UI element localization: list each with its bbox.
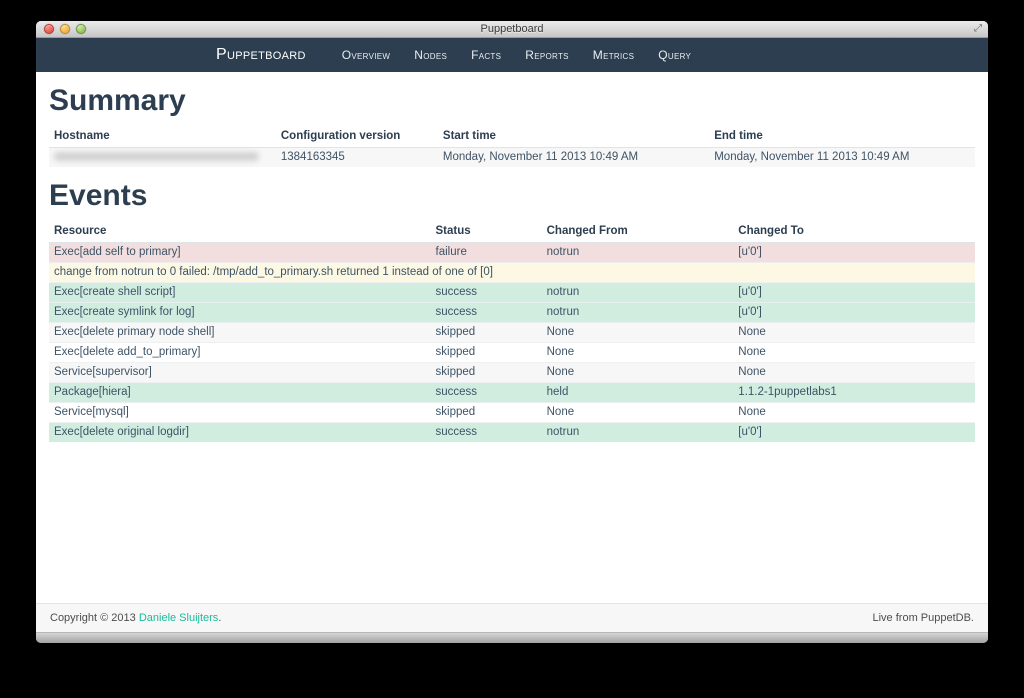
table-row: Exec[create symlink for log] success notru… [49,302,975,323]
column-header: Status [430,221,542,243]
event-changed-from: None [541,322,734,343]
event-status: success [430,302,542,323]
table-row: Service[supervisor] skipped None None [49,362,975,383]
summary-heading: Summary [49,84,186,117]
event-status: success [430,382,542,403]
event-changed-to: 1.1.2-1puppetlabs1 [733,382,975,403]
summary-header-row: Hostname Configuration version Start time E… [49,126,975,148]
event-changed-from: notrun [541,422,734,442]
event-status: skipped [430,322,542,343]
nav-items: Overview Nodes Facts Reports Metrics Query [330,48,703,62]
table-row: Exec[create shell script] success notrun [u… [49,282,975,303]
table-row: Exec[add self to primary] failure notrun [u… [49,242,975,263]
copyright-text: Copyright © 2013 Daniele Sluijters. [50,612,222,624]
event-resource: Exec[delete primary node shell] [49,322,431,343]
zoom-button[interactable] [76,24,86,34]
configuration-version-cell: 1384163345 [275,147,438,167]
event-changed-from: None [541,402,734,423]
summary-table: Hostname Configuration version Start time E… [49,126,975,167]
event-status: skipped [430,362,542,383]
nav-item-facts[interactable]: Facts [471,48,502,62]
traffic-lights [44,24,86,34]
page-footer: Copyright © 2013 Daniele Sluijters. Live… [36,603,988,632]
table-row: change from notrun to 0 failed: /tmp/add… [49,262,975,283]
browser-window: Puppetboard ⤢ Puppetboard Overview Nodes F… [36,21,988,643]
event-changed-from: None [541,342,734,363]
event-status: skipped [430,402,542,423]
close-button[interactable] [44,24,54,34]
live-from-puppetdb-text: Live from PuppetDB. [872,612,975,624]
fullscreen-icon[interactable]: ⤢ [974,23,982,34]
event-message: change from notrun to 0 failed: /tmp/add… [49,262,975,283]
event-status: success [430,422,542,442]
event-changed-from: notrun [541,242,734,263]
column-header: Start time [437,126,710,148]
event-status: success [430,282,542,303]
table-row: Exec[delete add_to_primary] skipped None No… [49,342,975,363]
event-changed-to: None [733,402,975,423]
main-content: Summary Hostname Configuration version Sta… [36,72,988,603]
event-status: skipped [430,342,542,363]
column-header: Hostname [49,126,276,148]
nav-item-query[interactable]: Query [658,48,692,62]
table-row: Package[hiera] success held 1.1.2-1puppetla… [49,382,975,403]
event-resource: Exec[add self to primary] [49,242,431,263]
event-resource: Exec[delete add_to_primary] [49,342,431,363]
events-table: Resource Status Changed From Changed To Exe… [49,221,975,442]
event-changed-to: [u'0'] [733,302,975,323]
event-resource: Package[hiera] [49,382,431,403]
minimize-button[interactable] [60,24,70,34]
column-header: Resource [49,221,431,243]
navbar-brand[interactable]: Puppetboard [216,46,306,63]
event-changed-to: None [733,362,975,383]
author-link[interactable]: Daniele Sluijters [138,612,219,624]
hostname-cell [49,147,276,167]
event-changed-from: notrun [541,282,734,303]
event-changed-from: None [541,362,734,383]
column-header: Changed From [541,221,734,243]
event-changed-to: None [733,322,975,343]
table-row: Service[mysql] skipped None None [49,402,975,423]
event-changed-to: [u'0'] [733,282,975,303]
window-title: Puppetboard [480,23,544,35]
nav-item-metrics[interactable]: Metrics [592,48,635,62]
table-row: Exec[delete original logdir] success notru… [49,422,975,442]
event-resource: Service[mysql] [49,402,431,423]
event-status: failure [430,242,542,263]
event-resource: Exec[create symlink for log] [49,302,431,323]
event-resource: Exec[create shell script] [49,282,431,303]
summary-row: 1384163345 Monday, November 11 2013 10:4… [49,147,975,167]
event-changed-from: notrun [541,302,734,323]
column-header: Configuration version [275,126,438,148]
table-row: Exec[delete primary node shell] skipped No… [49,322,975,343]
events-header-row: Resource Status Changed From Changed To [49,221,975,243]
window-titlebar[interactable]: Puppetboard ⤢ [36,21,988,38]
nav-item-nodes[interactable]: Nodes [414,48,448,62]
event-resource: Exec[delete original logdir] [49,422,431,442]
events-table-body: Exec[add self to primary] failure notrun [u… [49,242,975,442]
nav-item-overview[interactable]: Overview [341,48,391,62]
start-time-cell: Monday, November 11 2013 10:49 AM [437,147,710,167]
event-changed-from: held [541,382,734,403]
hostname-redacted [54,152,259,162]
column-header: End time [709,126,975,148]
column-header: Changed To [733,221,975,243]
window-statusbar [36,632,988,643]
events-heading: Events [49,179,148,212]
event-changed-to: [u'0'] [733,422,975,442]
end-time-cell: Monday, November 11 2013 10:49 AM [709,147,975,167]
event-resource: Service[supervisor] [49,362,431,383]
event-changed-to: [u'0'] [733,242,975,263]
nav-item-reports[interactable]: Reports [525,48,569,62]
navbar: Puppetboard Overview Nodes Facts Reports Met… [36,38,988,72]
event-changed-to: None [733,342,975,363]
